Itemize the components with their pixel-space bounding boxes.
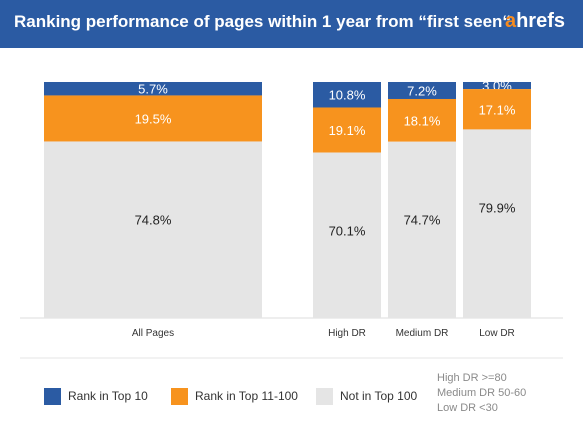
- dr-note: High DR >=80 Medium DR 50-60 Low DR <30: [437, 371, 526, 416]
- bar-low-dr-not-top100: [463, 129, 531, 318]
- legend-swatch-top11-100: [171, 388, 188, 405]
- bar-medium-dr-not-top100: [388, 141, 456, 318]
- legend-swatch-top10: [44, 388, 61, 405]
- data-label-medium-dr-top11-100: 18.1%: [404, 113, 441, 128]
- chart-header: Ranking performance of pages within 1 ye…: [0, 0, 583, 48]
- ahrefs-logo: ahrefs: [505, 10, 565, 33]
- bar-low-dr-top10: [463, 82, 531, 90]
- data-label-low-dr-not-top100: 79.9%: [479, 200, 516, 215]
- data-label-medium-dr-not-top100: 74.7%: [404, 213, 441, 228]
- bar-high-dr-not-top100: [313, 152, 381, 318]
- category-label-medium-dr: Medium DR: [396, 328, 449, 339]
- data-label-high-dr-top10: 10.8%: [329, 88, 366, 103]
- legend-label-top10: Rank in Top 10: [68, 389, 148, 403]
- data-label-all-pages-top11-100: 19.5%: [135, 111, 172, 126]
- category-label-all-pages: All Pages: [132, 328, 174, 339]
- data-label-all-pages-not-top100: 74.8%: [135, 212, 172, 227]
- data-label-medium-dr-top10: 7.2%: [407, 83, 437, 98]
- dr-note-high: High DR >=80: [437, 372, 507, 384]
- chart-title: Ranking performance of pages within 1 ye…: [14, 12, 511, 31]
- bar-medium-dr-top10: [388, 82, 456, 99]
- data-label-high-dr-not-top100: 70.1%: [329, 224, 366, 239]
- dr-note-medium: Medium DR 50-60: [437, 387, 527, 399]
- legend-label-not-top100: Not in Top 100: [340, 389, 418, 403]
- logo-letter-a: a: [504, 10, 517, 32]
- category-label-low-dr: Low DR: [479, 328, 515, 339]
- legend-label-top11-100: Rank in Top 11-100: [195, 389, 298, 403]
- bar-high-dr-top11-100: [313, 107, 381, 153]
- stacked-bar-chart: 5.7% 19.5% 74.8% All Pages 10.8% 19.1% 70.1% Hi…: [20, 79, 563, 359]
- legend: Rank in Top 10 Rank in Top 11-100 Not in…: [44, 384, 564, 408]
- bar-low-dr-top11-100: [463, 89, 531, 130]
- dr-note-low: Low DR <30: [437, 402, 498, 414]
- bar-medium-dr-top11-100: [388, 98, 456, 142]
- data-label-high-dr-top11-100: 19.1%: [329, 123, 366, 138]
- bar-all-pages-top11-100: [44, 95, 262, 142]
- bar-all-pages-not-top100: [44, 141, 262, 318]
- bar-high-dr-top10: [313, 82, 381, 108]
- bar-all-pages-top10: [44, 82, 262, 96]
- category-label-high-dr: High DR: [328, 328, 366, 339]
- logo-text: hrefs: [516, 10, 565, 32]
- data-label-all-pages-top10: 5.7%: [138, 82, 168, 97]
- data-label-low-dr-top11-100: 17.1%: [479, 102, 516, 117]
- legend-swatch-not-top100: [316, 388, 333, 405]
